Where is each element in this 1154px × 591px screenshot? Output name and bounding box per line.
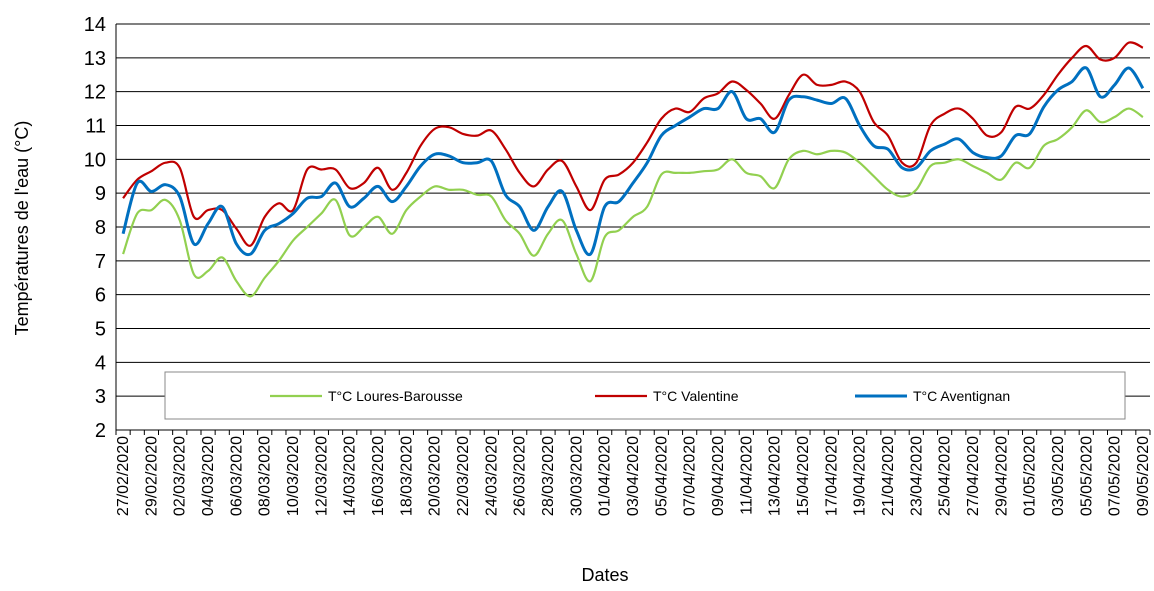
x-tick-label: 02/03/2020 — [172, 436, 189, 516]
x-tick-label: 29/02/2020 — [143, 436, 160, 516]
line-series — [122, 41, 1144, 247]
y-tick-label: 11 — [85, 116, 106, 138]
x-tick-label: 22/03/2020 — [455, 436, 472, 516]
y-tick-label: 3 — [95, 386, 106, 408]
x-tick-label: 14/03/2020 — [342, 436, 359, 516]
x-tick-label: 10/03/2020 — [285, 436, 302, 516]
x-tick-label: 26/03/2020 — [512, 436, 529, 516]
x-tick-label: 07/04/2020 — [682, 436, 699, 516]
line-series — [122, 107, 1144, 298]
x-tick-label: 18/03/2020 — [398, 436, 415, 516]
x-tick-label: 25/04/2020 — [937, 436, 954, 516]
x-tick-label: 12/03/2020 — [313, 436, 330, 516]
x-tick-label: 24/03/2020 — [483, 436, 500, 516]
x-tick-label: 23/04/2020 — [908, 436, 925, 516]
y-tick-label: 5 — [95, 319, 106, 341]
x-tick-label: 17/04/2020 — [823, 436, 840, 516]
x-tick-label: 15/04/2020 — [795, 436, 812, 516]
line-series — [121, 66, 1145, 257]
x-tick-label: 16/03/2020 — [370, 436, 387, 516]
y-tick-label: 9 — [95, 183, 106, 205]
x-tick-label: 01/04/2020 — [597, 436, 614, 516]
x-tick-label: 06/03/2020 — [228, 436, 245, 516]
x-tick-label: 09/05/2020 — [1135, 436, 1152, 516]
x-tick-label: 03/05/2020 — [1050, 436, 1067, 516]
x-tick-label: 27/02/2020 — [115, 436, 132, 516]
x-tick-label: 30/03/2020 — [568, 436, 585, 516]
x-tick-label: 05/05/2020 — [1078, 436, 1095, 516]
y-tick-label: 4 — [95, 352, 106, 374]
x-tick-label: 11/04/2020 — [738, 436, 755, 515]
x-tick-label: 07/05/2020 — [1107, 436, 1124, 516]
x-tick-label: 29/04/2020 — [993, 436, 1010, 516]
x-tick-label: 28/03/2020 — [540, 436, 557, 516]
x-tick-label: 01/05/2020 — [1022, 436, 1039, 516]
y-tick-label: 2 — [95, 420, 106, 442]
x-tick-label: 21/04/2020 — [880, 436, 897, 516]
x-tick-label: 13/04/2020 — [767, 436, 784, 516]
legend-label: T°C Loures-Barousse — [328, 388, 463, 404]
y-tick-label: 7 — [95, 251, 106, 273]
x-tick-label: 09/04/2020 — [710, 436, 727, 516]
legend-label: T°C Aventignan — [913, 388, 1010, 404]
y-tick-label: 12 — [84, 82, 106, 104]
x-tick-label: 19/04/2020 — [852, 436, 869, 516]
y-tick-label: 14 — [84, 14, 106, 36]
y-tick-label: 13 — [84, 48, 106, 70]
x-tick-label: 05/04/2020 — [653, 436, 670, 516]
x-tick-label: 04/03/2020 — [200, 436, 217, 516]
x-tick-label: 03/04/2020 — [625, 436, 642, 516]
y-axis-title: Températures de l'eau (°C) — [12, 121, 32, 336]
y-tick-label: 10 — [84, 149, 106, 171]
y-tick-label: 8 — [95, 217, 106, 239]
y-tick-label: 6 — [95, 285, 106, 307]
x-tick-label: 27/04/2020 — [965, 436, 982, 516]
x-axis-title: Dates — [581, 565, 628, 585]
x-tick-label: 20/03/2020 — [427, 436, 444, 516]
legend-label: T°C Valentine — [653, 388, 739, 404]
x-tick-label: 08/03/2020 — [257, 436, 274, 516]
